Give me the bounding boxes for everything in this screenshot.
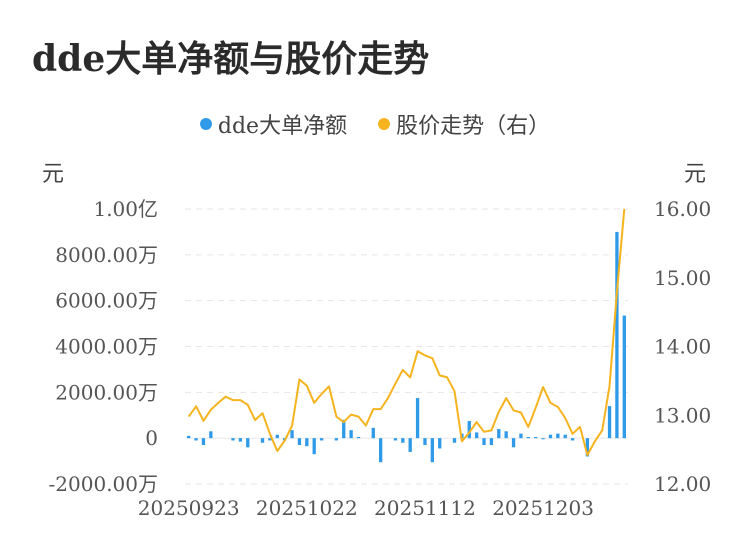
bar xyxy=(268,438,272,441)
right-tick-label: 16.00 xyxy=(654,197,711,221)
bar xyxy=(187,435,191,439)
left-tick-label: 4000.00万 xyxy=(55,335,158,359)
bar xyxy=(570,438,575,441)
bar xyxy=(238,438,243,442)
chart-title: dde大单净额与股价走势 xyxy=(32,38,430,80)
bar xyxy=(290,430,294,439)
bar xyxy=(438,438,442,449)
bar xyxy=(511,438,516,448)
price-line xyxy=(187,208,626,457)
right-tick-label: 13.00 xyxy=(654,403,711,427)
bar xyxy=(312,438,316,455)
legend-item-dde[interactable]: dde大单净额 xyxy=(199,108,348,140)
bar xyxy=(349,430,353,439)
bar xyxy=(519,433,523,439)
x-tick-label: 20251022 xyxy=(256,496,358,520)
legend-item-price[interactable]: 股价走势（右） xyxy=(378,108,550,140)
bar xyxy=(231,438,235,441)
x-tick-label: 20250923 xyxy=(138,496,240,520)
bar xyxy=(305,438,309,447)
bar xyxy=(260,438,265,443)
bar xyxy=(423,438,427,446)
bar xyxy=(497,429,501,439)
bar xyxy=(556,433,560,439)
bar xyxy=(275,434,279,439)
bar xyxy=(607,406,612,439)
bar xyxy=(393,438,398,441)
right-axis-unit: 元 xyxy=(684,162,707,187)
bar xyxy=(371,427,375,439)
legend-label-dde: dde大单净额 xyxy=(217,114,348,139)
legend-label-price: 股价走势（右） xyxy=(396,114,551,139)
bar xyxy=(334,438,339,441)
bar xyxy=(408,438,412,452)
right-tick-label: 14.00 xyxy=(654,335,711,359)
legend-dot-dde xyxy=(199,118,212,130)
bar xyxy=(467,420,471,439)
bar xyxy=(622,315,626,439)
bar xyxy=(489,438,494,446)
bar xyxy=(548,434,553,439)
bar xyxy=(482,438,486,446)
bar xyxy=(474,432,479,439)
x-tick-label: 20251112 xyxy=(374,496,476,520)
bar xyxy=(342,419,346,439)
bar xyxy=(209,431,213,439)
bar xyxy=(246,438,250,448)
bar xyxy=(541,438,545,440)
bar xyxy=(297,438,302,446)
left-axis-unit: 元 xyxy=(42,162,65,187)
bar xyxy=(526,437,530,439)
bar xyxy=(201,438,206,446)
bar xyxy=(504,431,508,439)
bar xyxy=(319,438,324,441)
left-tick-label: 6000.00万 xyxy=(55,289,158,313)
left-tick-label: 2000.00万 xyxy=(55,380,158,404)
bar xyxy=(194,438,198,441)
left-tick-label: 8000.00万 xyxy=(55,243,158,267)
bar xyxy=(415,398,420,439)
left-tick-label: -2000.00万 xyxy=(49,472,158,496)
bar xyxy=(356,437,361,439)
legend: dde大单净额 股价走势（右） xyxy=(0,108,750,140)
left-tick-label: 0 xyxy=(145,426,158,450)
bar xyxy=(378,438,383,463)
right-tick-label: 12.00 xyxy=(654,472,711,496)
bar xyxy=(585,438,590,457)
bar xyxy=(563,434,567,439)
left-tick-label: 1.00亿 xyxy=(93,197,158,221)
bar xyxy=(430,438,435,463)
bar xyxy=(615,231,619,439)
bar xyxy=(534,437,538,439)
right-tick-label: 15.00 xyxy=(654,266,711,290)
bar xyxy=(401,438,405,443)
x-tick-label: 20251203 xyxy=(492,496,594,520)
legend-dot-price xyxy=(378,118,391,130)
bar xyxy=(452,438,457,443)
